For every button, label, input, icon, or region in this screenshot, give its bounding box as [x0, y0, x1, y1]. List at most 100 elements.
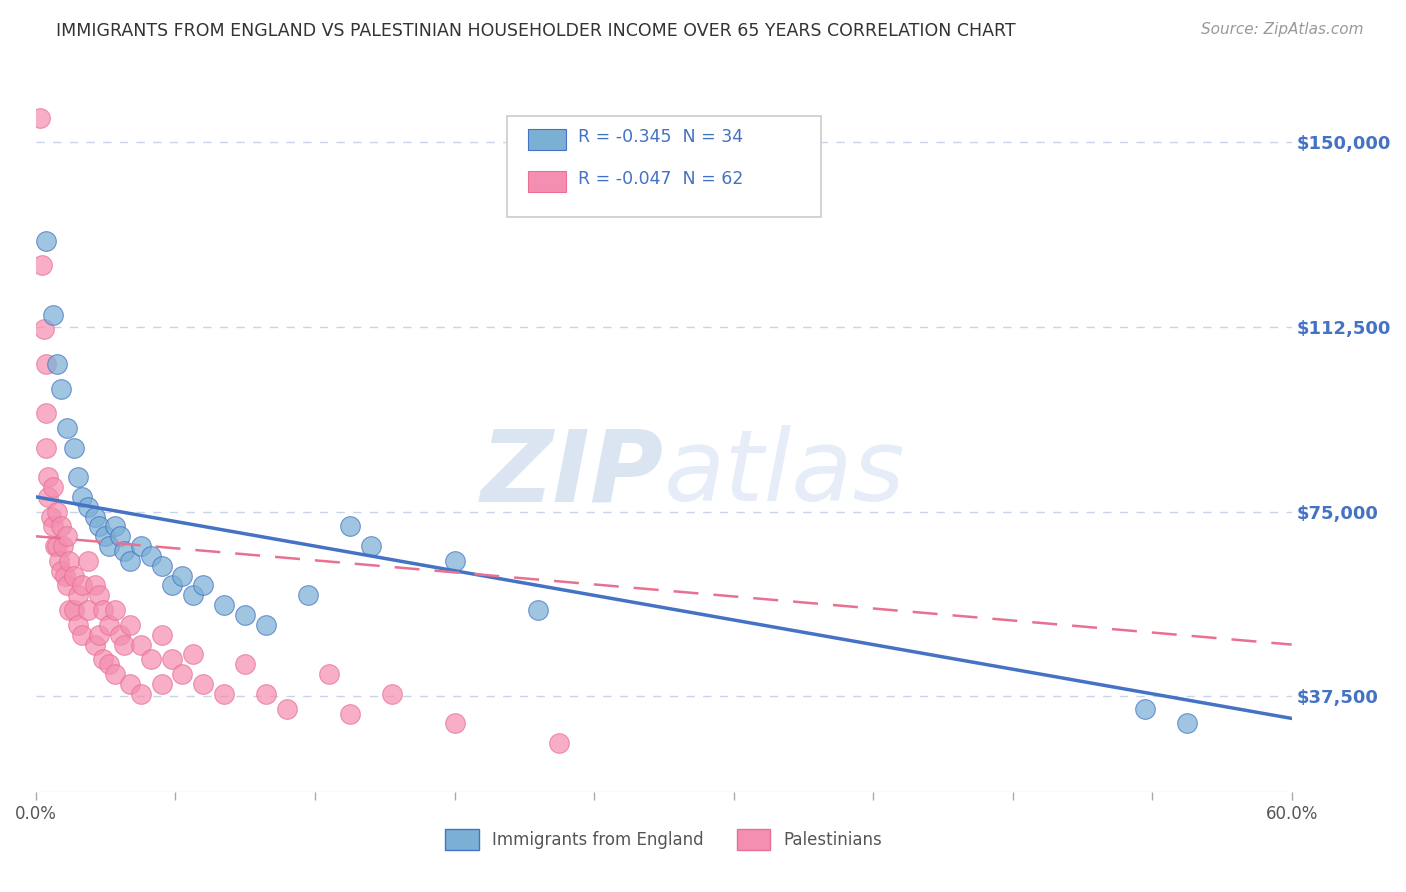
Point — [66, 470, 89, 484]
Point — [1135, 701, 1157, 715]
Point — [339, 519, 361, 533]
Point — [172, 667, 194, 681]
Point — [66, 588, 89, 602]
Point — [41, 519, 63, 533]
FancyBboxPatch shape — [529, 170, 565, 193]
Point — [35, 234, 58, 248]
Point — [98, 618, 121, 632]
Point — [48, 554, 70, 568]
Text: R = -0.345  N = 34: R = -0.345 N = 34 — [578, 128, 744, 146]
Point — [45, 357, 67, 371]
Point — [45, 539, 67, 553]
Point — [31, 259, 53, 273]
Point — [443, 716, 465, 731]
Point — [91, 603, 114, 617]
Point — [276, 701, 298, 715]
Text: ZIP: ZIP — [481, 425, 664, 523]
Point — [87, 628, 110, 642]
FancyBboxPatch shape — [529, 128, 565, 151]
Point — [91, 652, 114, 666]
Point — [181, 588, 204, 602]
Point — [62, 568, 84, 582]
Point — [62, 603, 84, 617]
Point — [58, 554, 80, 568]
Point — [150, 677, 173, 691]
Point — [83, 638, 105, 652]
Point — [87, 588, 110, 602]
Point — [45, 505, 67, 519]
Point — [129, 638, 152, 652]
Point — [129, 539, 152, 553]
Point — [49, 519, 72, 533]
Point — [1175, 716, 1198, 731]
Point — [66, 618, 89, 632]
Point — [83, 509, 105, 524]
Point — [70, 628, 93, 642]
Point — [35, 406, 58, 420]
Point — [108, 628, 131, 642]
Point — [443, 554, 465, 568]
Point — [94, 529, 117, 543]
Point — [37, 490, 59, 504]
Point — [297, 588, 319, 602]
Point — [527, 603, 550, 617]
Point — [39, 509, 62, 524]
Point — [83, 578, 105, 592]
Point — [37, 470, 59, 484]
Point — [104, 519, 127, 533]
Point — [139, 652, 162, 666]
Point — [56, 578, 79, 592]
Point — [150, 558, 173, 573]
Point — [214, 598, 236, 612]
Point — [129, 687, 152, 701]
Point — [318, 667, 340, 681]
Point — [87, 519, 110, 533]
Point — [360, 539, 382, 553]
Point — [139, 549, 162, 563]
Point — [339, 706, 361, 721]
Text: IMMIGRANTS FROM ENGLAND VS PALESTINIAN HOUSEHOLDER INCOME OVER 65 YEARS CORRELAT: IMMIGRANTS FROM ENGLAND VS PALESTINIAN H… — [56, 22, 1017, 40]
Point — [104, 603, 127, 617]
Point — [112, 544, 135, 558]
Point — [160, 652, 183, 666]
Point — [77, 500, 100, 514]
Text: atlas: atlas — [664, 425, 905, 523]
Point — [120, 677, 142, 691]
Point — [35, 357, 58, 371]
Point — [120, 554, 142, 568]
Point — [254, 687, 277, 701]
Point — [160, 578, 183, 592]
Point — [52, 539, 75, 553]
Point — [233, 657, 256, 672]
Text: Source: ZipAtlas.com: Source: ZipAtlas.com — [1201, 22, 1364, 37]
Point — [58, 603, 80, 617]
Point — [56, 529, 79, 543]
Point — [172, 568, 194, 582]
Point — [381, 687, 404, 701]
Point — [104, 667, 127, 681]
Point — [56, 421, 79, 435]
Point — [34, 322, 56, 336]
Point — [70, 490, 93, 504]
Point — [41, 480, 63, 494]
Point — [193, 677, 215, 691]
Point — [35, 441, 58, 455]
Point — [77, 603, 100, 617]
Point — [108, 529, 131, 543]
Point — [53, 568, 76, 582]
Point — [49, 382, 72, 396]
Point — [70, 578, 93, 592]
Text: R = -0.047  N = 62: R = -0.047 N = 62 — [578, 170, 744, 188]
Point — [214, 687, 236, 701]
Point — [98, 657, 121, 672]
Point — [41, 308, 63, 322]
Point — [233, 608, 256, 623]
Point — [112, 638, 135, 652]
Point — [30, 111, 52, 125]
Point — [193, 578, 215, 592]
Point — [77, 554, 100, 568]
Point — [150, 628, 173, 642]
Point — [181, 648, 204, 662]
Point — [49, 564, 72, 578]
FancyBboxPatch shape — [508, 116, 821, 217]
